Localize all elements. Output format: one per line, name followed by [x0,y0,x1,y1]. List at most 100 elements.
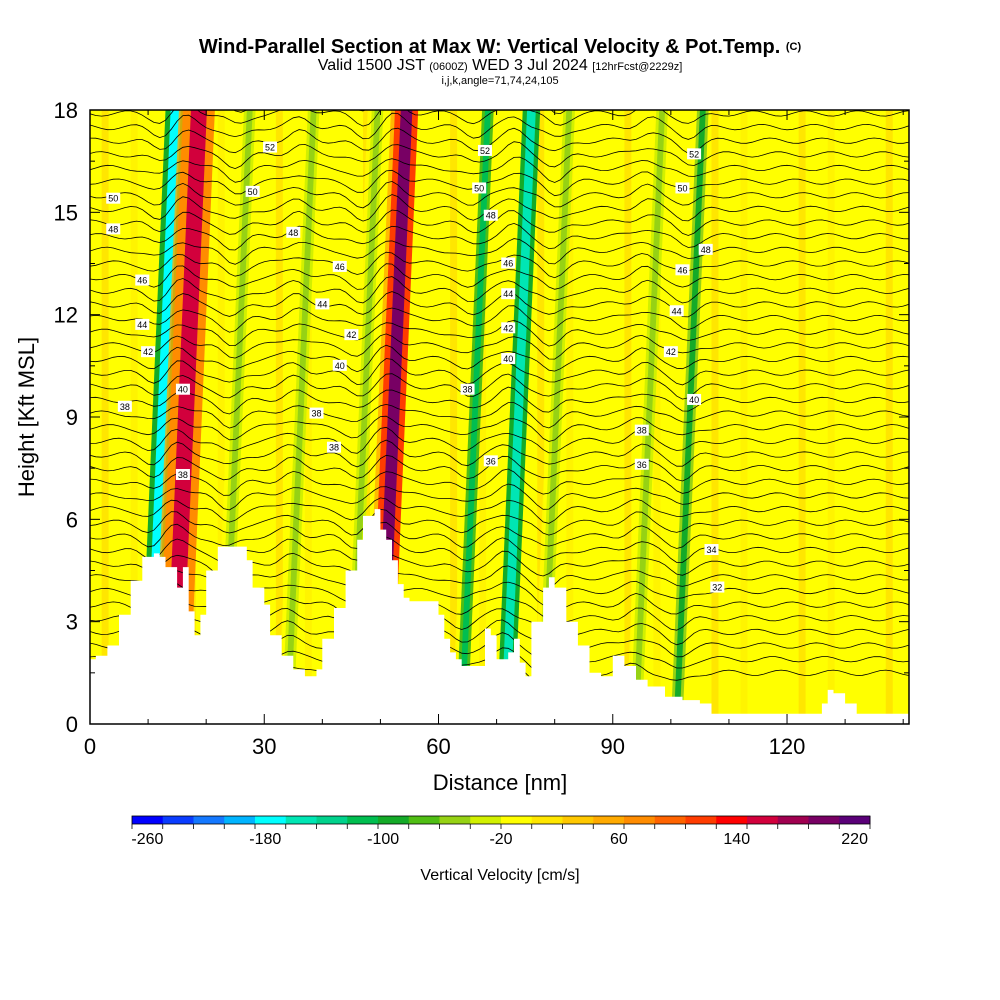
contour-label: 38 [329,443,339,453]
contour-label-box [477,144,492,156]
contour-label-box [634,458,649,470]
isentrope-line [90,344,909,373]
texture-band [595,110,603,724]
contour-label-box [472,182,487,194]
contour-label-box [344,329,359,341]
texture-band [421,110,429,724]
velocity-streak-core [633,110,666,724]
contour-label-box [501,353,516,365]
contour-label: 50 [248,187,258,197]
grid-info: i,j,k,angle=71,74,24,105 [441,75,559,87]
valid-time-line: Valid 1500 JST (0600Z) WED 3 Jul 2024 [1… [0,58,1000,75]
contour-label: 42 [503,323,513,333]
texture-band [769,110,777,724]
colorbar: -260 -180 -100 -20 60 140 220 [131,815,871,848]
colorbar-swatch [531,816,563,824]
contour-label: 52 [265,143,275,153]
colorbar-label: 60 [610,831,628,848]
contour-label: 44 [137,320,147,330]
colorbar-swatch [162,816,194,824]
contour-label: 38 [312,409,322,419]
isentrope-line [90,319,909,347]
texture-band [827,110,835,724]
contour-label: 46 [503,259,513,269]
velocity-streak-core [458,110,491,724]
isentrope-line [90,112,909,140]
contour-label-box [332,260,347,272]
isentrope-line [90,222,909,251]
colorbar-label: -260 [131,831,163,848]
contour-label-box [286,226,301,238]
x-axis-title: Distance [nm] [433,770,568,795]
texture-band [653,110,661,724]
contour-label: 52 [689,149,699,159]
contour-label: 38 [178,470,188,480]
texture-band [217,110,225,724]
contour-label: 46 [137,276,147,286]
contour-label: 48 [288,228,298,238]
contour-label-box [135,274,150,286]
contour-label-box [483,209,498,221]
colorbar-swatch [347,816,379,824]
isentrope-line [90,386,909,415]
colorbar-swatch [193,816,225,824]
contour-label-box [326,441,341,453]
contour-label: 46 [335,262,345,272]
isentrope-line [90,276,909,304]
forecast-info: [12hrFcst@2229z] [592,61,683,73]
copyright-mark: (C) [785,41,802,53]
texture-band [856,110,864,724]
contour-label-box [135,318,150,330]
colorbar-swatch [808,816,840,824]
isentrope-line [90,141,909,170]
contour-label-box [687,393,702,405]
isentrope-line [90,194,909,222]
colorbar-swatch [408,816,440,824]
contour-label-box [669,305,684,317]
contour-label-box [704,544,719,556]
velocity-streak-core [284,110,317,724]
texture-band [246,110,254,724]
contour-label: 44 [317,299,327,309]
title-block: Wind-Parallel Section at Max W: Vertical… [0,36,1000,87]
texture-band [566,110,574,724]
colorbar-swatch [224,816,256,824]
texture-band [798,110,806,724]
isentrope-line [90,305,909,333]
contour-label: 40 [503,354,513,364]
colorbar-swatch [470,816,502,824]
velocity-streak-core [500,110,536,724]
isentrope-line [90,209,909,236]
isentrope-line [90,483,909,511]
isentrope-line [90,156,909,183]
texture-band [624,110,632,724]
colorbar-swatch [501,816,533,824]
contour-label: 36 [637,460,647,470]
contour-label-box [332,359,347,371]
y-tick-label: 3 [66,610,78,635]
contour-label-box [460,383,475,395]
contour-label: 50 [474,183,484,193]
texture-band [537,110,545,724]
y-axis-title: Height [Kft MSL] [14,337,39,497]
contour-label: 34 [707,545,717,555]
contour-label: 40 [178,385,188,395]
contour-label-box [698,243,713,255]
contour-label-box [501,257,516,269]
colorbar-swatch [747,816,779,824]
isentrope-line [90,454,909,482]
colorbar-label: -180 [249,831,281,848]
isentrope-line [90,333,909,360]
y-tick-label: 0 [66,712,78,737]
colorbar-swatch [285,816,317,824]
isentrope-line [90,468,909,496]
texture-band [711,110,719,724]
isentrope-line [90,402,909,429]
y-tick-label: 9 [66,405,78,430]
contour-label-box [634,424,649,436]
colorbar-swatch [654,816,686,824]
contour-label-box [483,455,498,467]
y-tick-label: 6 [66,507,78,532]
y-tick-label: 15 [54,200,78,225]
contour-label-box [663,346,678,358]
